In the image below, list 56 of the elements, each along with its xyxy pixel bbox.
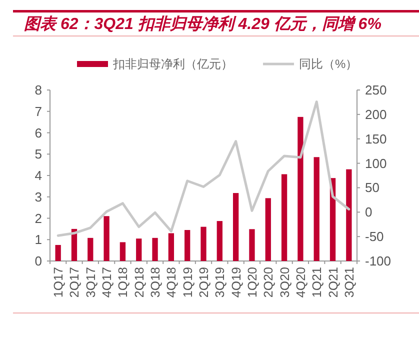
y-tick-label: 7 bbox=[34, 104, 42, 119]
y-tick-label: 3 bbox=[34, 189, 42, 204]
x-tick-label: 4Q18 bbox=[164, 266, 179, 298]
bar bbox=[184, 230, 190, 261]
y2-tick-label: 50 bbox=[365, 180, 380, 196]
x-tick-label: 4Q19 bbox=[229, 266, 244, 298]
x-tick-label: 1Q21 bbox=[310, 266, 324, 298]
y-tick-label: 0 bbox=[34, 254, 42, 268]
bar bbox=[152, 238, 158, 261]
bar bbox=[346, 169, 352, 261]
x-tick-label: 4Q17 bbox=[100, 266, 114, 298]
x-tick-label: 2Q21 bbox=[326, 266, 340, 298]
y-tick-label: 2 bbox=[34, 210, 42, 226]
x-tick-label: 1Q17 bbox=[52, 266, 66, 298]
bar bbox=[55, 244, 61, 261]
y-tick-label: 8 bbox=[34, 82, 42, 98]
y2-tick-label: 150 bbox=[365, 131, 387, 146]
bar bbox=[314, 157, 320, 261]
bar bbox=[104, 216, 110, 261]
y-tick-label: 6 bbox=[34, 125, 42, 140]
x-tick-label: 3Q19 bbox=[213, 266, 228, 298]
y2-tick-label: 250 bbox=[365, 82, 387, 98]
bar bbox=[249, 229, 255, 261]
x-tick-label: 2Q20 bbox=[262, 266, 276, 298]
x-tick-label: 2Q19 bbox=[197, 266, 211, 298]
x-tick-label: 1Q19 bbox=[180, 266, 195, 298]
y2-tick-label: 0 bbox=[365, 204, 372, 220]
y2-tick-label: -50 bbox=[365, 229, 384, 244]
x-tick-label: 1Q18 bbox=[116, 266, 130, 298]
x-tick-label: 2Q17 bbox=[68, 266, 82, 298]
y-tick-label: 5 bbox=[34, 146, 42, 162]
x-tick-label: 3Q20 bbox=[278, 266, 292, 298]
bar bbox=[281, 174, 288, 261]
bar bbox=[136, 238, 142, 261]
x-tick-label: 2Q18 bbox=[132, 266, 146, 298]
bar bbox=[200, 226, 206, 261]
x-tick-label: 3Q17 bbox=[84, 266, 98, 298]
legend-label: 同比（%） bbox=[299, 57, 358, 71]
bar bbox=[265, 198, 271, 261]
bar bbox=[168, 233, 174, 261]
x-tick-label: 4Q20 bbox=[294, 266, 308, 298]
y2-tick-label: -100 bbox=[365, 254, 392, 268]
y-tick-label: 1 bbox=[34, 232, 42, 248]
x-tick-label: 3Q18 bbox=[148, 266, 163, 298]
bar bbox=[216, 221, 222, 261]
y-tick-label: 4 bbox=[34, 168, 42, 183]
bar bbox=[232, 193, 239, 261]
bar bbox=[298, 116, 304, 261]
bar bbox=[88, 238, 94, 261]
x-tick-label: 1Q20 bbox=[245, 266, 260, 298]
y2-tick-label: 100 bbox=[365, 156, 387, 171]
legend-label: 扣非归母净利（亿元） bbox=[112, 57, 233, 71]
x-tick-label: 3Q21 bbox=[342, 266, 356, 298]
chart-title: 图表 62：3Q21 扣非归母净利 4.29 亿元，同增 6% bbox=[24, 15, 382, 33]
y2-tick-label: 200 bbox=[365, 106, 387, 122]
bar bbox=[120, 242, 126, 261]
